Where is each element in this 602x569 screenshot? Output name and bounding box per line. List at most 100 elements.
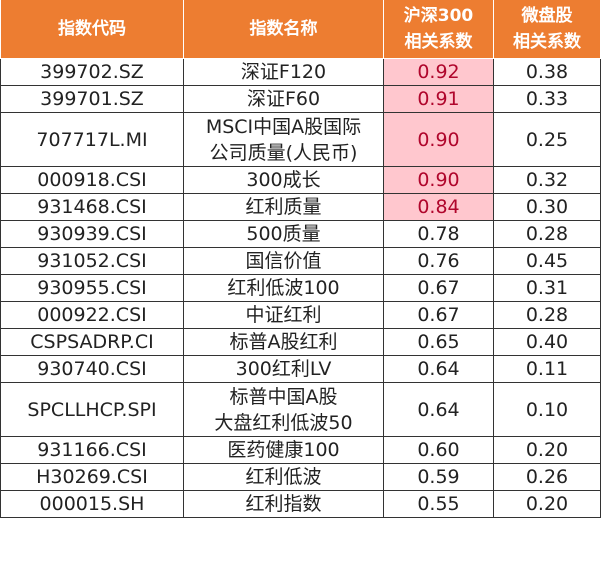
index-name-cell: 标普A股红利 [183,328,384,356]
index-name-line1: 红利低波 [245,466,322,488]
hs300-correlation-cell: 0.67 [383,274,494,302]
table-row: 930939.CSI 500质量 0.78 0.28 [0,220,601,248]
index-name-line2: 大盘红利低波50 [214,411,353,434]
index-name-cell: 500质量 [183,220,384,248]
index-code-cell: 000918.CSI [0,166,184,194]
index-name-cell: 中证红利 [183,301,384,329]
index-name-cell: MSCI中国A股国际 公司质量(人民币) [183,112,384,167]
hs300-correlation-cell: 0.60 [383,436,494,464]
index-name-cell: 红利低波100 [183,274,384,302]
table-row: 931468.CSI 红利质量 0.84 0.30 [0,193,601,221]
index-name-cell: 医药健康100 [183,436,384,464]
index-name-cell: 深证F120 [183,58,384,86]
index-code-cell: 930955.CSI [0,274,184,302]
index-code-cell: 931052.CSI [0,247,184,275]
index-code-cell: 931468.CSI [0,193,184,221]
table-row: 707717L.MI MSCI中国A股国际 公司质量(人民币) 0.90 0.25 [0,112,601,167]
hs300-correlation-cell: 0.90 [383,166,494,194]
index-name-line2: 公司质量(人民币) [209,141,358,164]
index-name-cell: 300红利LV [183,355,384,383]
table-body: 399702.SZ 深证F120 0.92 0.38 399701.SZ 深证F60 0.9… [0,58,601,518]
header-index-name: 指数名称 [183,0,384,59]
index-name-line1: 深证F60 [246,88,321,110]
header-hs300-line2: 相关系数 [404,32,473,52]
index-code-cell: 399701.SZ [0,85,184,113]
microcap-correlation-cell: 0.28 [493,301,601,329]
header-row: 指数代码 指数名称 沪深300 相关系数 微盘股 相关系数 [0,0,601,59]
index-name-cell: 红利低波 [183,463,384,491]
header-hs300-line1: 沪深300 [403,6,474,26]
index-code-cell: 000015.SH [0,490,184,518]
table-row: 000918.CSI 300成长 0.90 0.32 [0,166,601,194]
hs300-correlation-cell: 0.76 [383,247,494,275]
microcap-correlation-cell: 0.40 [493,328,601,356]
header-micro-line2: 相关系数 [513,32,581,52]
microcap-correlation-cell: 0.11 [493,355,601,383]
index-name-line1: 500质量 [246,223,321,245]
index-code-cell: 930939.CSI [0,220,184,248]
header-hs300-correlation: 沪深300 相关系数 [383,0,494,59]
microcap-correlation-cell: 0.28 [493,220,601,248]
table-row: 931166.CSI 医药健康100 0.60 0.20 [0,436,601,464]
microcap-correlation-cell: 0.33 [493,85,601,113]
index-name-cell: 红利质量 [183,193,384,221]
hs300-correlation-cell: 0.64 [383,355,494,383]
table-header: 指数代码 指数名称 沪深300 相关系数 微盘股 相关系数 [0,0,601,59]
microcap-correlation-cell: 0.45 [493,247,601,275]
index-name-line1: 300红利LV [235,358,332,380]
index-name-cell: 红利指数 [183,490,384,518]
index-name-line1: 深证F120 [240,61,327,83]
header-index-code: 指数代码 [0,0,184,59]
index-name-cell: 标普中国A股 大盘红利低波50 [183,382,384,437]
header-micro-line1: 微盘股 [521,6,573,26]
index-code-cell: 707717L.MI [0,112,184,167]
table-row: 000922.CSI 中证红利 0.67 0.28 [0,301,601,329]
hs300-correlation-cell: 0.90 [383,112,494,167]
table-row: 399701.SZ 深证F60 0.91 0.33 [0,85,601,113]
microcap-correlation-cell: 0.30 [493,193,601,221]
index-code-cell: 000922.CSI [0,301,184,329]
microcap-correlation-cell: 0.20 [493,436,601,464]
index-name-line1: 中证红利 [245,304,322,326]
table-row: 399702.SZ 深证F120 0.92 0.38 [0,58,601,86]
table-row: 931052.CSI 国信价值 0.76 0.45 [0,247,601,275]
correlation-table: 指数代码 指数名称 沪深300 相关系数 微盘股 相关系数 399702.SZ 深… [0,0,601,518]
hs300-correlation-cell: 0.55 [383,490,494,518]
table-row: 000015.SH 红利指数 0.55 0.20 [0,490,601,518]
hs300-correlation-cell: 0.91 [383,85,494,113]
index-code-cell: 931166.CSI [0,436,184,464]
index-name-cell: 300成长 [183,166,384,194]
index-name-line1: 标普A股红利 [229,331,338,353]
table-row: 930740.CSI 300红利LV 0.64 0.11 [0,355,601,383]
microcap-correlation-cell: 0.26 [493,463,601,491]
microcap-correlation-cell: 0.20 [493,490,601,518]
index-name-cell: 深证F60 [183,85,384,113]
hs300-correlation-cell: 0.84 [383,193,494,221]
index-name-line1: 国信价值 [245,250,322,272]
index-name-line1: MSCI中国A股国际 [205,115,362,138]
microcap-correlation-cell: 0.31 [493,274,601,302]
microcap-correlation-cell: 0.25 [493,112,601,167]
microcap-correlation-cell: 0.32 [493,166,601,194]
hs300-correlation-cell: 0.64 [383,382,494,437]
microcap-correlation-cell: 0.38 [493,58,601,86]
table-row: H30269.CSI 红利低波 0.59 0.26 [0,463,601,491]
table-row: CSPSADRP.CI 标普A股红利 0.65 0.40 [0,328,601,356]
index-name-cell: 国信价值 [183,247,384,275]
index-code-cell: 930740.CSI [0,355,184,383]
index-name-line1: 医药健康100 [227,439,340,461]
index-code-cell: SPCLLHCP.SPI [0,382,184,437]
index-code-cell: H30269.CSI [0,463,184,491]
hs300-correlation-cell: 0.65 [383,328,494,356]
index-name-line1: 红利指数 [245,493,322,515]
hs300-correlation-cell: 0.59 [383,463,494,491]
index-code-cell: CSPSADRP.CI [0,328,184,356]
header-microcap-correlation: 微盘股 相关系数 [493,0,601,59]
index-name-line1: 红利质量 [245,196,322,218]
table-row: 930955.CSI 红利低波100 0.67 0.31 [0,274,601,302]
hs300-correlation-cell: 0.67 [383,301,494,329]
table-row: SPCLLHCP.SPI 标普中国A股 大盘红利低波50 0.64 0.10 [0,382,601,437]
index-name-line1: 300成长 [246,169,321,191]
index-name-line1: 标普中国A股 [229,385,338,408]
hs300-correlation-cell: 0.78 [383,220,494,248]
